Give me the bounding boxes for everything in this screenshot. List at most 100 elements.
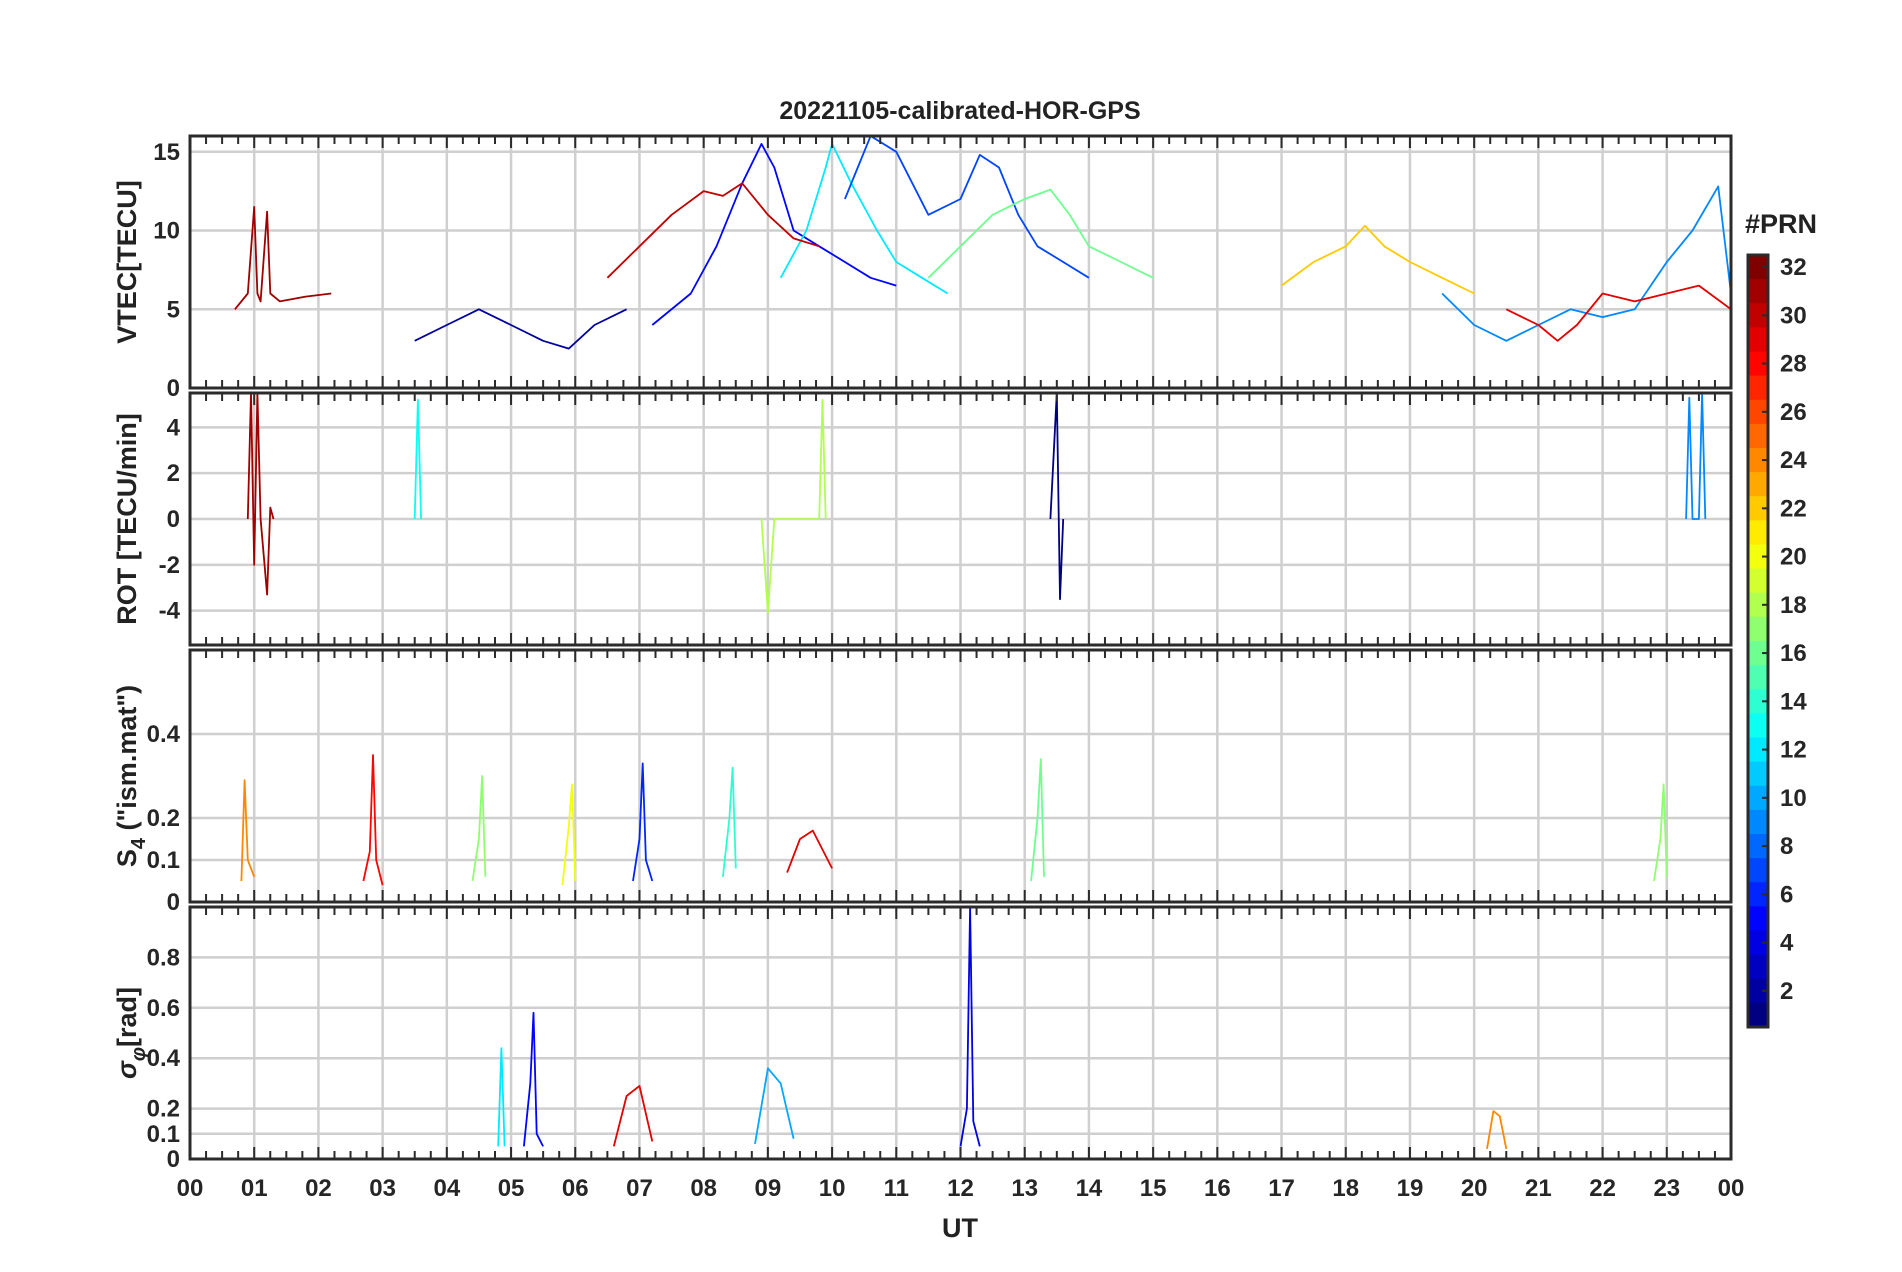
series-line-prn-7 (844, 136, 1090, 279)
colorbar-frame (1746, 253, 1770, 1029)
series-line-prn-16 (1030, 758, 1045, 882)
colorbar-swatch (1748, 255, 1768, 280)
colorbar-swatch (1748, 496, 1768, 521)
y-tick-label: 0 (167, 889, 180, 916)
x-tick-label: 01 (241, 1175, 268, 1202)
y-axis-label: VTEC[TECU] (112, 180, 142, 344)
x-tick-label: 00 (1718, 1175, 1745, 1202)
colorbar-swatch (1748, 351, 1768, 377)
colorbar-tick-label: 18 (1780, 592, 1807, 619)
colorbar-tick-label: 30 (1780, 302, 1807, 329)
series-line-prn-10 (754, 1067, 795, 1145)
colorbar-swatch (1748, 303, 1768, 328)
colorbar-swatch (1748, 785, 1768, 811)
y-tick-label: 15 (153, 139, 180, 166)
x-tick-label: 00 (177, 1175, 204, 1202)
series-line-prn-5 (651, 142, 897, 326)
panel-vtec: 0 5 10 15 VTEC[TECU] (112, 134, 1733, 402)
series-line-prn-24 (1486, 1110, 1508, 1150)
y-tick-label: 0.2 (147, 805, 180, 832)
series-line-prn-9 (1685, 393, 1707, 520)
colorbar-tick-label: 32 (1780, 254, 1807, 281)
x-tick-label: 02 (305, 1175, 332, 1202)
x-tick-label: 10 (819, 1175, 846, 1202)
colorbar-swatch (1748, 641, 1768, 666)
y-tick-label: 0.1 (147, 1121, 180, 1148)
colorbar-swatch (1748, 665, 1768, 690)
colorbar-tick-label: 2 (1780, 978, 1793, 1005)
series-line-prn-2 (414, 308, 627, 350)
x-tick-label: 22 (1589, 1175, 1616, 1202)
colorbar-tick-label: 22 (1780, 495, 1807, 522)
colorbar-tick-label: 8 (1780, 833, 1793, 860)
y-tick-label: -2 (159, 552, 180, 579)
colorbar-tick-label: 14 (1780, 688, 1807, 715)
colorbar-swatch (1748, 544, 1768, 570)
colorbar-swatch (1748, 592, 1768, 618)
series-line-prn-12 (497, 1047, 506, 1147)
x-tick-label: 07 (626, 1175, 653, 1202)
colorbar-swatch (1748, 448, 1768, 473)
colorbar-swatch (1748, 858, 1768, 883)
colorbar-tick-label: 16 (1780, 640, 1807, 667)
series-line-prn-9 (1441, 185, 1731, 342)
panel-rot: -4 -2 0 2 4 ROT [TECU/min] (112, 391, 1733, 647)
panel-sigma_phi: 00.10.2 0.4 0.6 0.8 σφ[rad] (112, 905, 1733, 1173)
x-tick-label: 13 (1011, 1175, 1038, 1202)
y-tick-label: -4 (159, 598, 181, 625)
chart-title: 20221105-calibrated-HOR-GPS (779, 97, 1140, 125)
colorbar-swatch (1748, 978, 1768, 1004)
series-line-prn-28 (362, 754, 384, 886)
y-axis-label: ROT [TECU/min] (112, 413, 142, 624)
panel-s4: 0 0.1 0.2 0.4S4 ("ism.mat") (112, 648, 1733, 916)
y-tick-label: 2 (167, 460, 180, 487)
colorbar-tick-label: 24 (1780, 447, 1807, 474)
colorbar-tick-label: 6 (1780, 881, 1793, 908)
x-tick-label: 19 (1397, 1175, 1424, 1202)
colorbar-swatch (1748, 713, 1768, 739)
x-tick-label: 12 (947, 1175, 974, 1202)
y-axis-label: S4 ("ism.mat") (112, 685, 150, 867)
x-tick-label: 17 (1268, 1175, 1295, 1202)
colorbar-swatch (1748, 472, 1768, 497)
series-group (497, 907, 1508, 1150)
y-tick-label: 5 (167, 296, 180, 323)
x-axis-label: UT (942, 1213, 978, 1243)
colorbar-swatch (1748, 568, 1768, 594)
x-tick-label: 09 (755, 1175, 782, 1202)
series-line-prn-31 (234, 205, 332, 310)
x-tick-label: 20 (1461, 1175, 1488, 1202)
colorbar-tick-label: 20 (1780, 544, 1807, 571)
colorbar-tick-label: 10 (1780, 785, 1807, 812)
x-tick-label: 21 (1525, 1175, 1552, 1202)
x-tick-label: 18 (1332, 1175, 1359, 1202)
colorbar-swatch (1748, 520, 1768, 546)
series-line-prn-1 (1049, 393, 1065, 601)
x-tick-label: 23 (1653, 1175, 1680, 1202)
colorbar-swatch (1748, 882, 1768, 907)
x-tick-label: 16 (1204, 1175, 1231, 1202)
series-line-prn-31 (246, 393, 275, 596)
colorbar-swatch (1748, 1002, 1768, 1028)
series-line-prn-29 (786, 829, 833, 873)
y-tick-label: 0.1 (147, 847, 180, 874)
y-tick-label: 0.8 (147, 944, 180, 971)
series-line-prn-20 (561, 783, 577, 886)
colorbar-swatch (1748, 689, 1768, 714)
series-line-prn-22 (1280, 224, 1475, 295)
x-tick-label: 08 (690, 1175, 717, 1202)
y-tick-label: 0.2 (147, 1096, 180, 1123)
series-line-prn-17 (1653, 783, 1668, 882)
series-line-prn-4 (959, 907, 981, 1147)
colorbar-swatch (1748, 616, 1768, 642)
y-tick-label: 0 (167, 1146, 180, 1173)
colorbar-swatch (1748, 809, 1768, 835)
series-line-prn-24 (240, 779, 256, 882)
y-tick-label: 4 (167, 414, 181, 441)
series-group (234, 136, 1731, 350)
colorbar-swatch (1748, 761, 1768, 787)
series-line-prn-14 (722, 766, 737, 877)
